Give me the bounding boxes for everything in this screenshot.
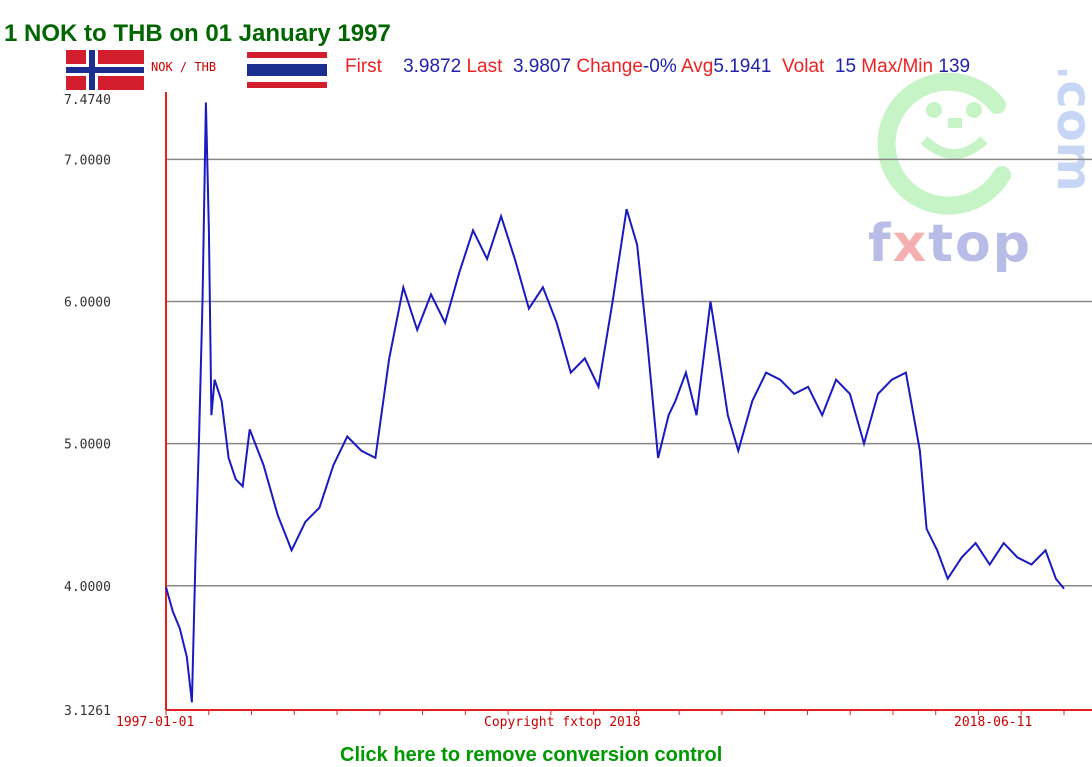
- watermark-domain: .com: [1046, 70, 1092, 192]
- pair-label: NOK / THB: [151, 60, 216, 74]
- change-label: Change: [576, 56, 643, 77]
- maxmin-label: Max/Min: [861, 56, 934, 77]
- x-tick-label-start: 1997-01-01: [116, 715, 194, 730]
- norway-flag-icon[interactable]: [66, 50, 144, 90]
- y-tick-label-0: 3.1261: [64, 704, 111, 719]
- watermark-top: top: [928, 214, 1032, 274]
- last-label: Last: [466, 56, 503, 77]
- pair-to: THB: [194, 60, 217, 74]
- pair-from: NOK: [151, 60, 173, 74]
- first-value: 3.9872: [403, 56, 462, 77]
- watermark-x: x: [892, 214, 929, 274]
- y-tick-label-1: 4.0000: [64, 580, 111, 595]
- stats-row: First 3.9872 Last 3.9807 Change-0% Avg5.…: [345, 56, 970, 78]
- pair-separator: /: [179, 60, 188, 74]
- gridlines: [166, 158, 1092, 587]
- watermark-f: f: [868, 214, 893, 274]
- stats-header: NOK / THB First 3.9872 Last 3.9807 Chang…: [0, 50, 1092, 90]
- avg-value: 5.1941: [713, 56, 772, 77]
- y-tick-label-2: 5.0000: [64, 438, 111, 453]
- fxtop-smiley-icon: .com: [877, 70, 1092, 215]
- fxtop-watermark: fxtop: [868, 214, 1032, 274]
- copyright-label: Copyright fxtop 2018: [484, 715, 641, 730]
- y-tick-label-5: 7.4740: [64, 93, 111, 108]
- avg-label: Avg: [680, 56, 714, 77]
- y-tick-label-3: 6.0000: [64, 296, 111, 311]
- last-value: 3.9807: [512, 56, 572, 77]
- volat-value: 15: [834, 56, 857, 77]
- exchange-rate-chart: 3.1261 4.0000 5.0000 6.0000 7.0000 7.4740 199…: [64, 92, 1092, 730]
- maxmin-value: 139: [938, 56, 971, 77]
- series-line-nok-thb: [165, 102, 1065, 703]
- footer-link[interactable]: Click here to remove conversion control: [340, 744, 723, 766]
- y-tick-label-4: 7.0000: [64, 153, 111, 168]
- thailand-flag-icon[interactable]: [247, 50, 327, 90]
- change-value: -0%: [642, 56, 677, 77]
- first-label: First: [345, 56, 382, 77]
- x-tick-label-end: 2018-06-11: [954, 715, 1032, 730]
- page-title: 1 NOK to THB on 01 January 1997: [4, 20, 391, 47]
- volat-label: Volat: [782, 56, 825, 77]
- y-axis-labels: 3.1261 4.0000 5.0000 6.0000 7.0000 7.4740: [64, 93, 111, 719]
